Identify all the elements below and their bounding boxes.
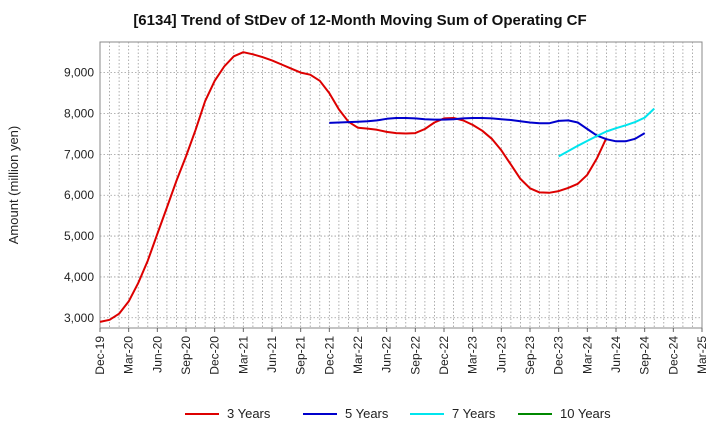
x-tick-label: Dec-22 xyxy=(437,336,451,375)
x-tick-label: Jun-23 xyxy=(494,336,508,373)
x-tick-label: Dec-19 xyxy=(93,336,107,375)
plot-area xyxy=(99,41,703,329)
chart-title: [6134] Trend of StDev of 12-Month Moving… xyxy=(133,12,587,29)
x-grid xyxy=(109,42,693,328)
x-tick-label: Sep-24 xyxy=(638,336,652,375)
y-axis-label: Amount (million yen) xyxy=(6,126,21,245)
x-tick-label: Sep-21 xyxy=(294,336,308,375)
y-tick-label: 6,000 xyxy=(64,188,94,202)
x-tick-label: Jun-20 xyxy=(150,336,164,373)
x-tick-label: Mar-22 xyxy=(351,336,365,374)
x-tick-label: Mar-24 xyxy=(580,336,594,374)
x-tick-label: Jun-22 xyxy=(380,336,394,373)
x-tick-label: Jun-21 xyxy=(265,336,279,373)
y-tick-label: 3,000 xyxy=(64,311,94,325)
y-tick-label: 9,000 xyxy=(64,66,94,80)
x-tick-label: Dec-21 xyxy=(322,336,336,375)
legend: 3 Years 5 Years 7 Years 10 Years xyxy=(185,406,611,421)
x-tick-label: Dec-20 xyxy=(208,336,222,375)
y-grid xyxy=(100,72,702,319)
x-tick-label: Sep-20 xyxy=(179,336,193,375)
legend-label: 7 Years xyxy=(452,406,496,421)
x-tick-label: Dec-24 xyxy=(666,336,680,375)
legend-label: 3 Years xyxy=(227,406,271,421)
x-tick-label: Sep-23 xyxy=(523,336,537,375)
legend-label: 10 Years xyxy=(560,406,611,421)
x-tick-label: Sep-22 xyxy=(408,336,422,375)
series-line-3-years xyxy=(99,51,608,323)
x-tick-label: Dec-23 xyxy=(552,336,566,375)
x-tick-label: Mar-25 xyxy=(695,336,709,374)
y-tick-label: 4,000 xyxy=(64,270,94,284)
x-tick-label: Mar-23 xyxy=(466,336,480,374)
y-tick-label: 8,000 xyxy=(64,107,94,121)
x-tick-label: Mar-21 xyxy=(236,336,250,374)
x-tick-label: Jun-24 xyxy=(609,336,623,373)
y-tick-label: 5,000 xyxy=(64,229,94,243)
x-tick-label: Mar-20 xyxy=(122,336,136,374)
series-line-7-years xyxy=(558,107,655,158)
legend-label: 5 Years xyxy=(345,406,389,421)
series-line-5-years xyxy=(329,117,646,143)
y-tick-label: 7,000 xyxy=(64,147,94,161)
